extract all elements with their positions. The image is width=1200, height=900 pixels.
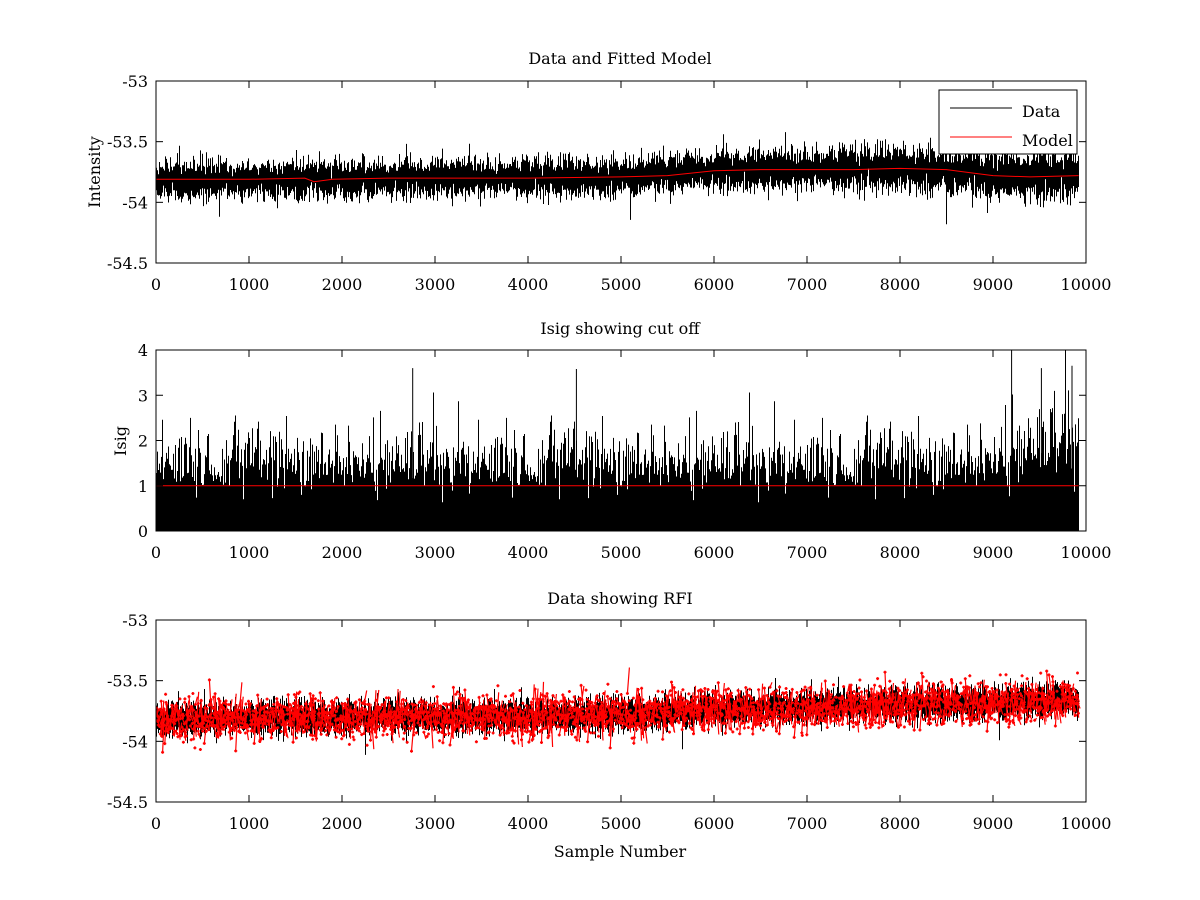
y-tick-label: -53.5 xyxy=(107,133,148,152)
y-axis-label: Isig xyxy=(111,426,130,456)
x-tick-label: 4000 xyxy=(508,275,549,294)
x-tick-label: 9000 xyxy=(973,543,1014,562)
x-tick-label: 0 xyxy=(151,814,161,833)
rfi-markers xyxy=(156,669,1080,754)
y-tick-label: 4 xyxy=(138,341,148,360)
x-tick-label: 7000 xyxy=(787,814,828,833)
x-tick-label: 9000 xyxy=(973,814,1014,833)
y-tick-label: 0 xyxy=(138,522,148,541)
legend-box xyxy=(938,89,1078,155)
x-axis-label: Sample Number xyxy=(554,842,687,861)
panel-title: Data and Fitted Model xyxy=(528,49,711,68)
x-tick-label: 10000 xyxy=(1061,814,1112,833)
x-tick-label: 10000 xyxy=(1061,543,1112,562)
x-tick-label: 5000 xyxy=(601,543,642,562)
x-tick-label: 3000 xyxy=(415,814,456,833)
x-tick-label: 8000 xyxy=(880,814,921,833)
panel-title: Data showing RFI xyxy=(547,589,692,608)
x-tick-label: 4000 xyxy=(508,814,549,833)
x-tick-label: 1000 xyxy=(229,814,270,833)
x-tick-label: 5000 xyxy=(601,275,642,294)
x-tick-label: 6000 xyxy=(694,543,735,562)
series-model-line xyxy=(156,167,1079,183)
panel-isig: Isig showing cut off Isig 0 1000 2000 3000 4… xyxy=(111,319,1111,562)
panel-rfi: Data showing RFI Sample Number 0 1000 2000… xyxy=(107,589,1111,861)
plot-area: 0 1000 2000 3000 4000 5000 6000 7000 8000 9000 100… xyxy=(107,611,1111,833)
y-tick-label: -54 xyxy=(122,193,148,212)
x-tick-label: 2000 xyxy=(322,814,363,833)
x-tick-label: 5000 xyxy=(601,814,642,833)
y-tick-label: 3 xyxy=(138,386,148,405)
x-tick-label: 7000 xyxy=(787,275,828,294)
legend-entry-model: Model xyxy=(1022,131,1073,150)
plot-area: 0 1000 2000 3000 4000 5000 6000 7000 8000 9000 100… xyxy=(138,341,1112,562)
y-tick-label: -54 xyxy=(122,732,148,751)
x-tick-label: 0 xyxy=(151,275,161,294)
x-tick-label: 2000 xyxy=(322,275,363,294)
x-tick-label: 8000 xyxy=(880,275,921,294)
x-tick-label: 10000 xyxy=(1061,275,1112,294)
y-tick-label: -54.5 xyxy=(107,254,148,273)
x-tick-label: 1000 xyxy=(229,275,270,294)
x-tick-label: 9000 xyxy=(973,275,1014,294)
x-tick-label: 2000 xyxy=(322,543,363,562)
panel-intensity: Data and Fitted Model Intensity 0 1000 200… xyxy=(85,49,1111,294)
y-tick-label: 1 xyxy=(138,477,148,496)
y-tick-label: -54.5 xyxy=(107,793,148,812)
x-tick-label: 0 xyxy=(151,543,161,562)
x-tick-label: 6000 xyxy=(694,275,735,294)
x-tick-label: 3000 xyxy=(415,275,456,294)
y-tick-label: -53.5 xyxy=(107,672,148,691)
x-tick-label: 4000 xyxy=(508,543,549,562)
x-tick-label: 6000 xyxy=(694,814,735,833)
x-tick-label: 7000 xyxy=(787,543,828,562)
legend-entry-data: Data xyxy=(1022,102,1061,121)
x-tick-label: 1000 xyxy=(229,543,270,562)
y-tick-label: -53 xyxy=(122,611,148,630)
y-tick-label: 2 xyxy=(138,432,148,451)
x-tick-label: 3000 xyxy=(415,543,456,562)
y-axis-label: Intensity xyxy=(85,136,104,208)
legend: Data Model xyxy=(938,89,1078,155)
y-tick-label: -53 xyxy=(122,72,148,91)
panel-title: Isig showing cut off xyxy=(540,319,701,338)
plot-area: 0 1000 2000 3000 4000 5000 6000 7000 8000 9000 100… xyxy=(107,72,1111,294)
x-tick-label: 8000 xyxy=(880,543,921,562)
